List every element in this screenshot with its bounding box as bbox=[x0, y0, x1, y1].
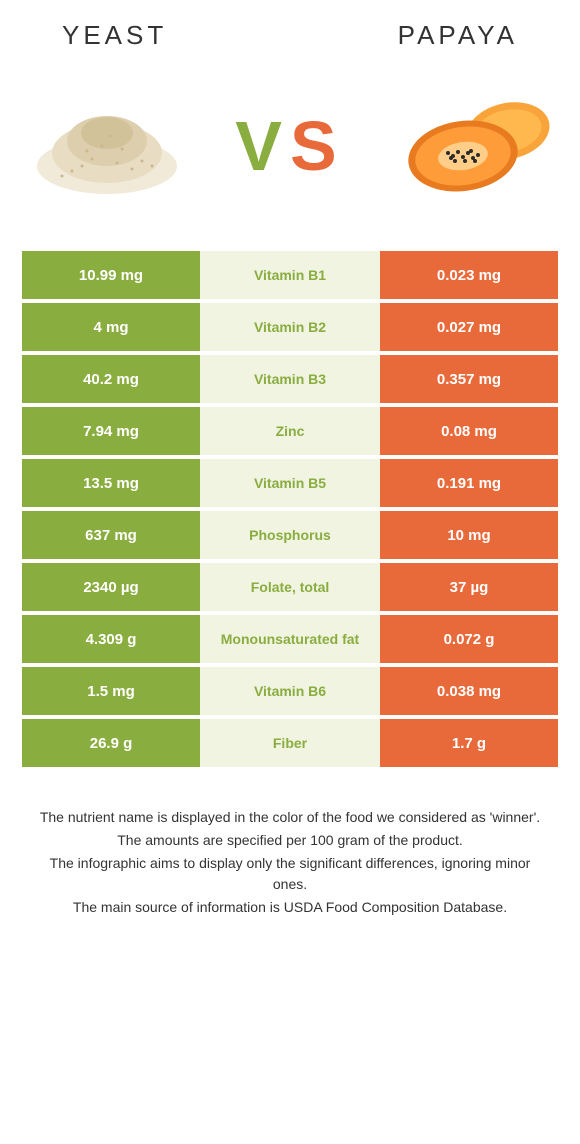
yeast-pile-icon bbox=[22, 71, 192, 221]
left-value-cell: 7.94 mg bbox=[22, 407, 200, 455]
nutrient-name-cell: Vitamin B3 bbox=[200, 355, 380, 403]
left-value-cell: 2340 µg bbox=[22, 563, 200, 611]
right-value-cell: 0.023 mg bbox=[380, 251, 558, 299]
nutrient-name-cell: Monounsaturated fat bbox=[200, 615, 380, 663]
left-value-cell: 4.309 g bbox=[22, 615, 200, 663]
left-value-cell: 13.5 mg bbox=[22, 459, 200, 507]
footnote-line: The amounts are specified per 100 gram o… bbox=[32, 830, 548, 851]
papaya-image bbox=[388, 71, 558, 221]
footnote-line: The nutrient name is displayed in the co… bbox=[32, 807, 548, 828]
table-row: 7.94 mgZinc0.08 mg bbox=[22, 407, 558, 455]
papaya-halves-icon bbox=[393, 81, 553, 211]
nutrient-name-cell: Vitamin B5 bbox=[200, 459, 380, 507]
header-row: Yeast Papaya bbox=[12, 20, 568, 51]
nutrient-table: 10.99 mgVitamin B10.023 mg4 mgVitamin B2… bbox=[22, 251, 558, 767]
table-row: 637 mgPhosphorus10 mg bbox=[22, 511, 558, 559]
right-value-cell: 10 mg bbox=[380, 511, 558, 559]
right-value-cell: 0.038 mg bbox=[380, 667, 558, 715]
table-row: 4 mgVitamin B20.027 mg bbox=[22, 303, 558, 351]
footnote-line: The infographic aims to display only the… bbox=[32, 853, 548, 895]
nutrient-name-cell: Vitamin B1 bbox=[200, 251, 380, 299]
footnote-line: The main source of information is USDA F… bbox=[32, 897, 548, 918]
table-row: 13.5 mgVitamin B50.191 mg bbox=[22, 459, 558, 507]
right-value-cell: 0.072 g bbox=[380, 615, 558, 663]
vs-letter-s: S bbox=[290, 107, 345, 185]
nutrient-name-cell: Fiber bbox=[200, 719, 380, 767]
nutrient-name-cell: Vitamin B6 bbox=[200, 667, 380, 715]
right-value-cell: 0.08 mg bbox=[380, 407, 558, 455]
right-value-cell: 0.357 mg bbox=[380, 355, 558, 403]
images-row: VS bbox=[12, 61, 568, 241]
vs-label: VS bbox=[235, 106, 344, 186]
right-value-cell: 0.191 mg bbox=[380, 459, 558, 507]
table-row: 40.2 mgVitamin B30.357 mg bbox=[22, 355, 558, 403]
right-food-title: Papaya bbox=[398, 20, 518, 51]
left-value-cell: 40.2 mg bbox=[22, 355, 200, 403]
table-row: 2340 µgFolate, total37 µg bbox=[22, 563, 558, 611]
nutrient-name-cell: Vitamin B2 bbox=[200, 303, 380, 351]
left-value-cell: 26.9 g bbox=[22, 719, 200, 767]
nutrient-name-cell: Folate, total bbox=[200, 563, 380, 611]
table-row: 26.9 gFiber1.7 g bbox=[22, 719, 558, 767]
left-value-cell: 637 mg bbox=[22, 511, 200, 559]
left-food-title: Yeast bbox=[62, 20, 167, 51]
vs-letter-v: V bbox=[235, 107, 290, 185]
table-row: 1.5 mgVitamin B60.038 mg bbox=[22, 667, 558, 715]
right-value-cell: 37 µg bbox=[380, 563, 558, 611]
table-row: 4.309 gMonounsaturated fat0.072 g bbox=[22, 615, 558, 663]
nutrient-name-cell: Phosphorus bbox=[200, 511, 380, 559]
nutrient-name-cell: Zinc bbox=[200, 407, 380, 455]
right-value-cell: 0.027 mg bbox=[380, 303, 558, 351]
left-value-cell: 1.5 mg bbox=[22, 667, 200, 715]
left-value-cell: 4 mg bbox=[22, 303, 200, 351]
table-row: 10.99 mgVitamin B10.023 mg bbox=[22, 251, 558, 299]
footnotes-block: The nutrient name is displayed in the co… bbox=[12, 807, 568, 918]
left-value-cell: 10.99 mg bbox=[22, 251, 200, 299]
yeast-image bbox=[22, 71, 192, 221]
right-value-cell: 1.7 g bbox=[380, 719, 558, 767]
